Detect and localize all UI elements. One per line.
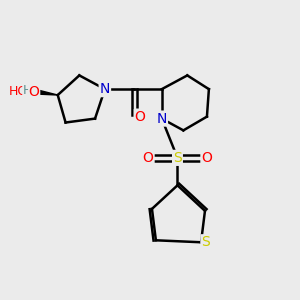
Text: N: N	[157, 112, 167, 126]
Polygon shape	[36, 90, 58, 95]
Text: O: O	[135, 110, 146, 124]
Text: N: N	[100, 82, 110, 96]
Text: O: O	[29, 85, 40, 99]
Text: S: S	[201, 235, 210, 249]
Text: S: S	[173, 151, 182, 165]
Text: HO: HO	[8, 85, 28, 98]
Text: H: H	[23, 84, 32, 97]
Text: O: O	[202, 151, 212, 165]
Text: O: O	[142, 151, 154, 165]
